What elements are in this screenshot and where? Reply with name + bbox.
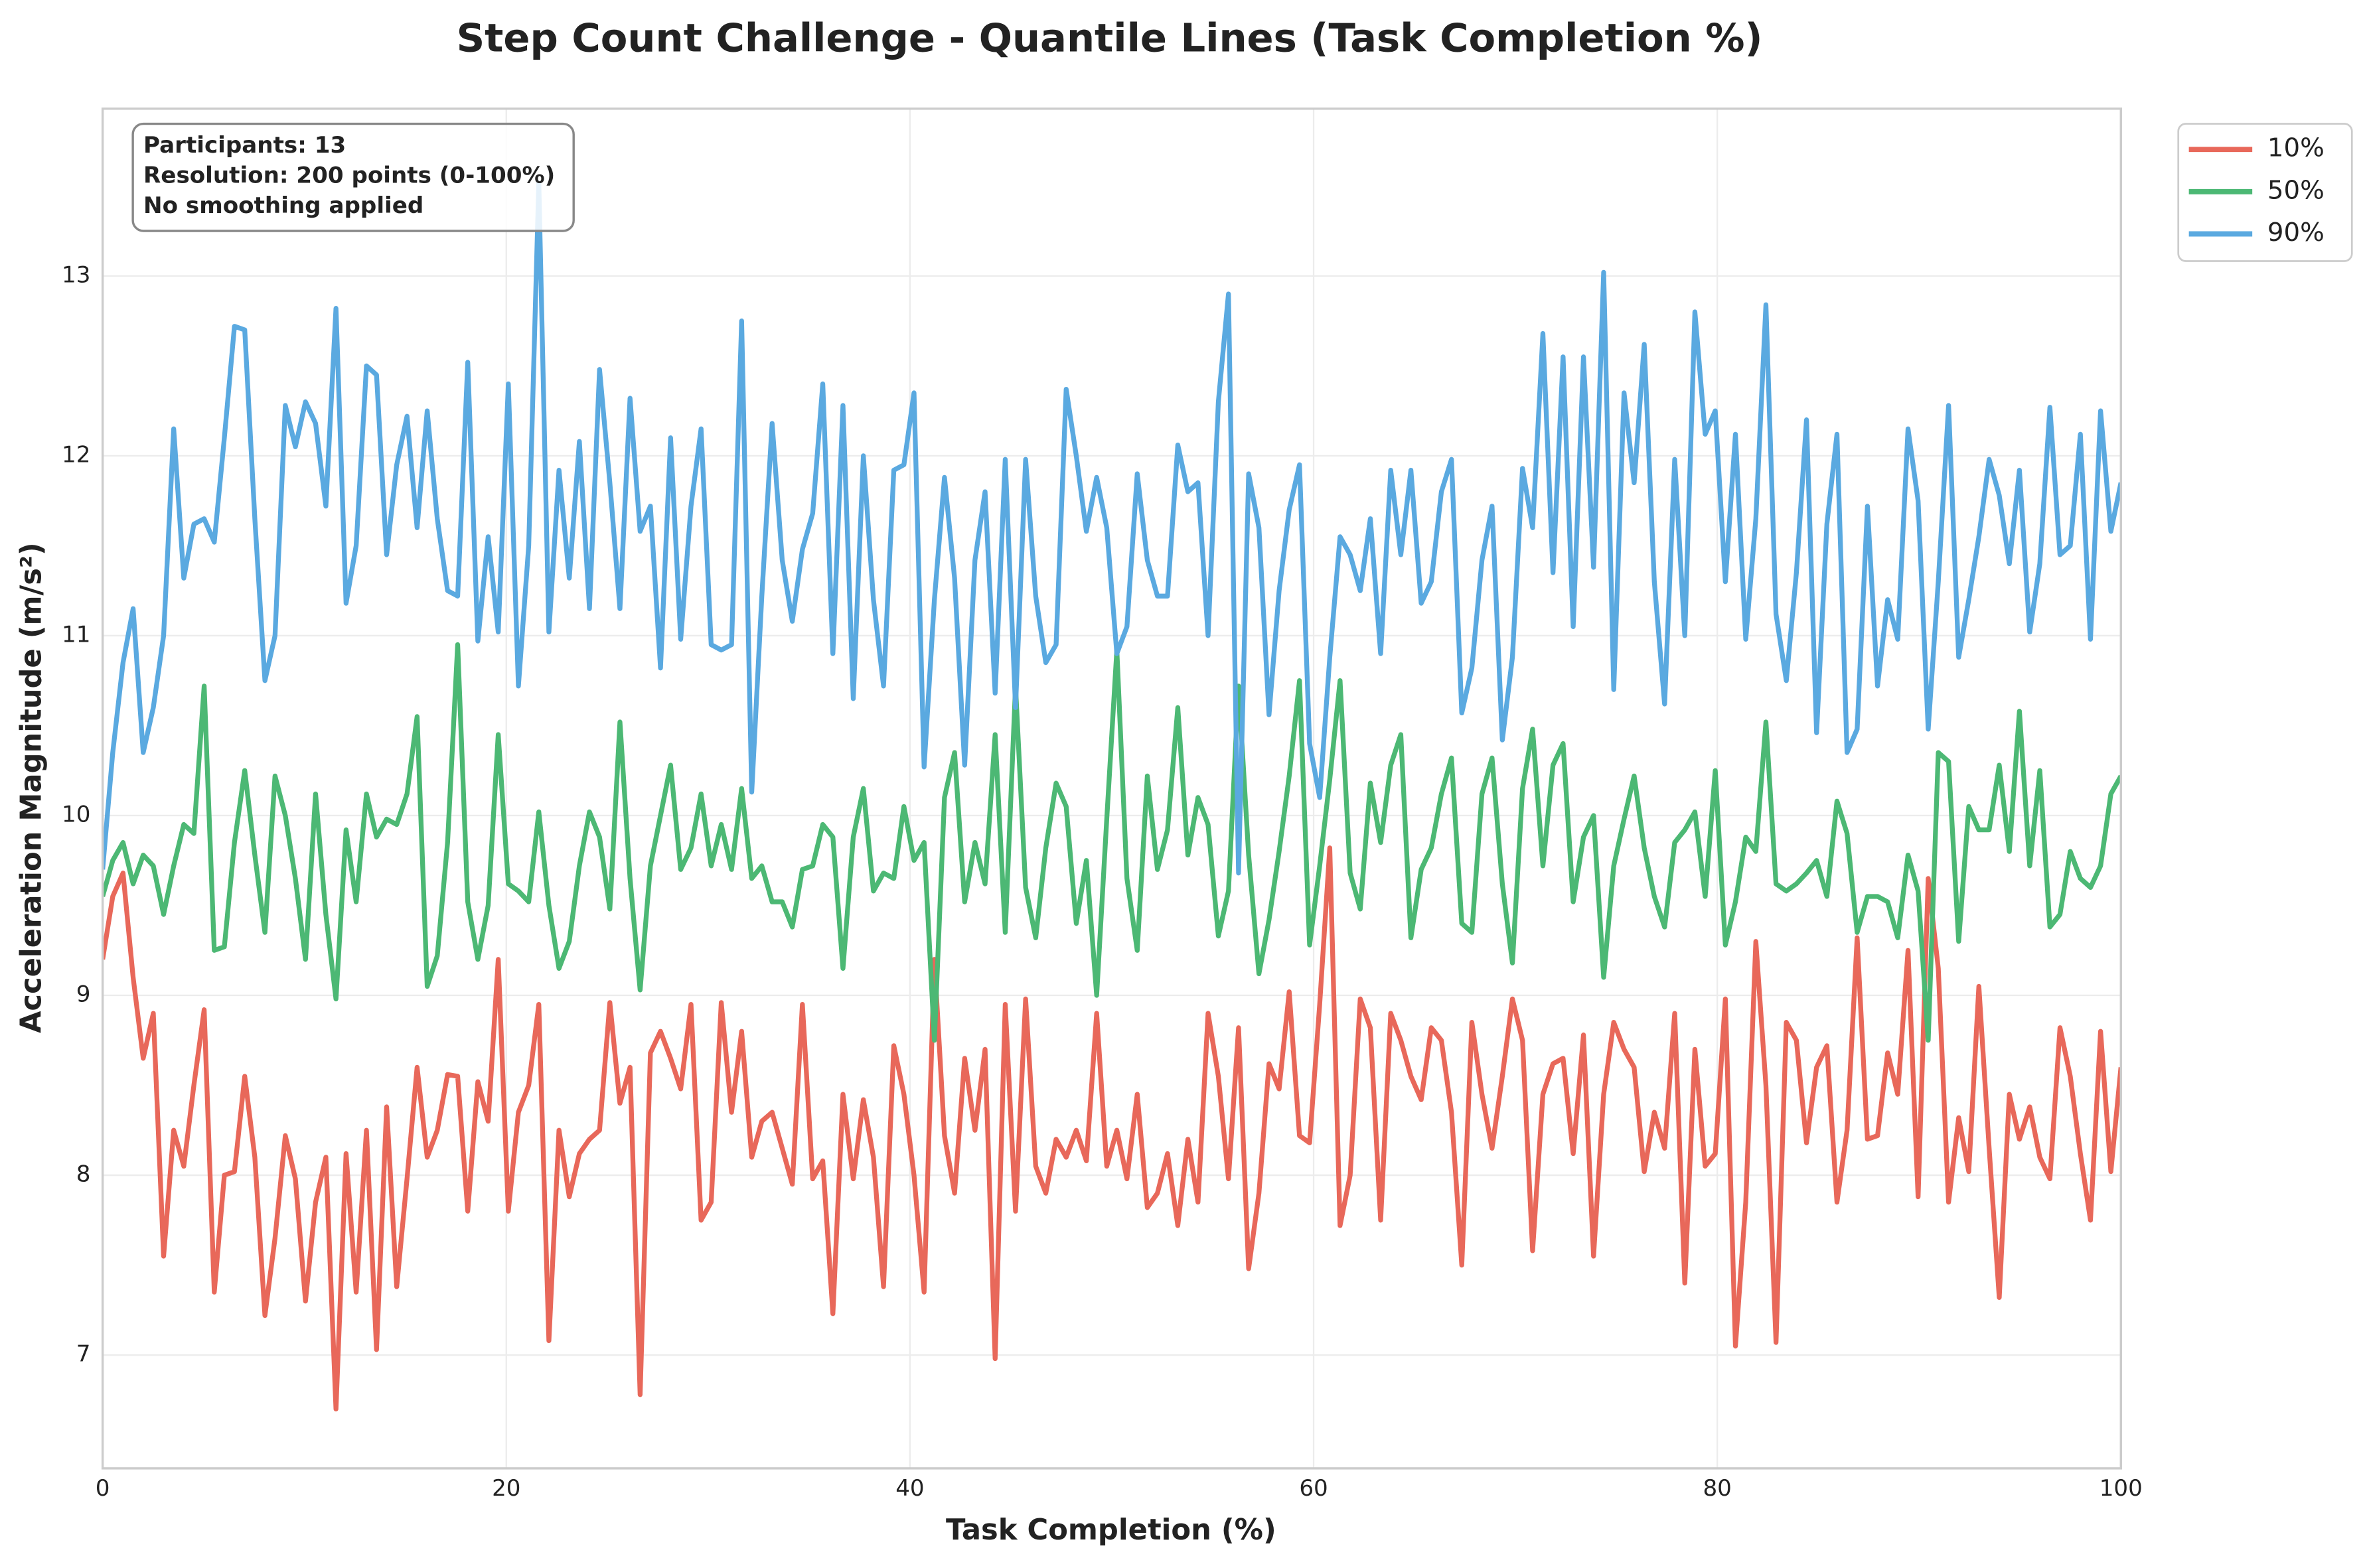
- annotation-line: Resolution: 200 points (0-100%): [143, 163, 555, 189]
- series-line: [102, 642, 2121, 1043]
- x-tick-label: 80: [1703, 1475, 1731, 1502]
- series-line: [102, 845, 2121, 1412]
- x-tick-label: 0: [96, 1475, 110, 1502]
- legend-label: 10%: [2267, 133, 2325, 163]
- chart-title: Step Count Challenge - Quantile Lines (T…: [457, 15, 1763, 61]
- y-axis-label: Acceleration Magnitude (m/s²): [15, 542, 48, 1033]
- y-tick-label: 7: [76, 1341, 91, 1368]
- annotation: Participants: 13 Resolution: 200 points (…: [143, 132, 555, 219]
- y-tick-label: 11: [62, 621, 90, 648]
- grid: [102, 108, 2122, 1468]
- ticks: 0 20 40 60 80 100 7 8 9 10 11 12 13: [62, 261, 2143, 1502]
- legend: 10% 50% 90%: [2188, 133, 2325, 248]
- y-tick-label: 9: [76, 981, 91, 1008]
- x-tick-label: 60: [1299, 1475, 1328, 1502]
- annotation-box: [131, 122, 575, 232]
- y-tick-label: 13: [62, 261, 90, 288]
- x-tick-label: 40: [895, 1475, 924, 1502]
- y-tick-label: 12: [62, 441, 90, 468]
- y-tick-label: 8: [76, 1161, 91, 1188]
- y-tick-label: 10: [62, 801, 90, 827]
- x-tick-label: 20: [492, 1475, 520, 1502]
- legend-label: 50%: [2267, 175, 2325, 205]
- annotation-line: No smoothing applied: [143, 192, 423, 219]
- series-line: [102, 180, 2121, 876]
- x-tick-label: 100: [2100, 1475, 2143, 1502]
- plot-frame: [101, 107, 2123, 1470]
- annotation-line: Participants: 13: [143, 132, 346, 159]
- lines: [102, 180, 2121, 1412]
- legend-box: [2177, 123, 2353, 262]
- legend-label: 90%: [2267, 218, 2325, 248]
- x-axis-label: Task Completion (%): [946, 1514, 1276, 1547]
